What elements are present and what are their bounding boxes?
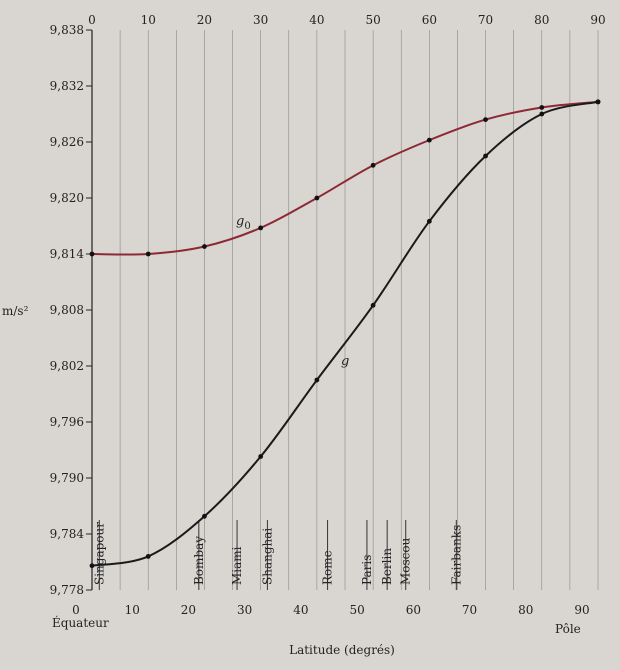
y-tick-label: 9,814 [50,247,85,261]
data-point-g [89,563,95,569]
data-point-g0 [426,137,432,143]
top-ticks: 0 10 20 30 40 50 60 70 80 90 [88,13,605,27]
y-tick-label: 9,826 [50,135,84,149]
data-point-g [202,513,207,519]
data-point-g0 [202,244,207,249]
data-point-g0 [145,251,151,257]
series-line-g [91,100,599,567]
data-point-g [258,454,264,459]
data-point-g0 [539,105,545,110]
city-label: Rome [321,550,335,585]
x-tick-label: 70 [462,603,477,617]
data-point-g0 [370,162,376,168]
data-point-g [483,153,488,159]
series-label-g: g [341,354,349,369]
y-tick-label: 9,784 [50,527,85,541]
y-tick-label: 9,778 [50,583,84,597]
top-tick-label: 70 [478,13,493,27]
x-ticks: 0 10 20 30 40 50 60 70 80 90 [72,603,589,617]
x-tick-label: 80 [518,603,533,617]
data-point-g0 [89,251,95,257]
y-tick-label: 9,796 [50,415,84,429]
data-point-g [370,302,376,308]
x-tick-label: 30 [237,603,252,617]
top-tick-label: 20 [197,13,212,27]
x-tick-label: 50 [349,603,364,617]
y-tick-label: 9,790 [50,471,84,485]
data-point-g [595,99,601,105]
top-tick-label: 10 [141,13,156,27]
city-markers: Singapour Bombay Miami Shanghai Rome Paris Ber… [92,520,463,590]
y-tick-label: 9,802 [50,359,84,373]
y-tick-label: 9,832 [50,79,84,93]
top-tick-label: 50 [365,13,380,27]
data-point-g [426,218,432,224]
x-tick-label: 40 [293,603,308,617]
series-label-g0: g0 [236,214,251,232]
series [89,99,601,569]
top-tick-label: 90 [590,13,605,27]
equator-label: Équateur [52,615,109,630]
city-label: Moscou [399,537,413,585]
y-ticks: 9,778 9,784 9,790 9,796 9,802 9,808 9,814 9,820… [50,23,92,597]
x-tick-label: 20 [181,603,196,617]
pole-label: Pôle [555,622,581,636]
grid-lines [91,30,599,590]
data-point-g [539,111,545,117]
x-tick-label: 60 [406,603,421,617]
x-tick-label: 90 [574,603,589,617]
city-label: Miami [230,546,244,585]
data-point-g0 [314,195,320,201]
top-tick-label: 60 [422,13,437,27]
city-label: Shanghai [260,528,274,585]
top-tick-label: 80 [534,13,549,27]
x-tick-label: 10 [125,603,140,617]
y-tick-label: 9,820 [50,191,84,205]
x-axis-label: Latitude (degrés) [289,643,395,657]
data-point-g [314,377,320,383]
y-axis-label: m/s² [2,304,29,318]
y-tick-label: 9,838 [50,23,84,37]
city-label: Singapour [92,522,106,585]
x-tick-label: 0 [72,603,80,617]
series-line-g0 [91,100,599,256]
city-label: Fairbanks [449,525,463,585]
top-tick-label: 40 [309,13,324,27]
data-point-g [145,554,151,559]
city-label: Bombay [192,536,206,585]
y-tick-label: 9,808 [50,303,84,317]
city-label: Paris [360,555,374,585]
data-point-g0 [258,225,264,231]
city-label: Berlin [380,548,394,585]
data-point-g0 [483,117,488,122]
top-tick-label: 30 [253,13,268,27]
top-tick-label: 0 [88,13,96,27]
